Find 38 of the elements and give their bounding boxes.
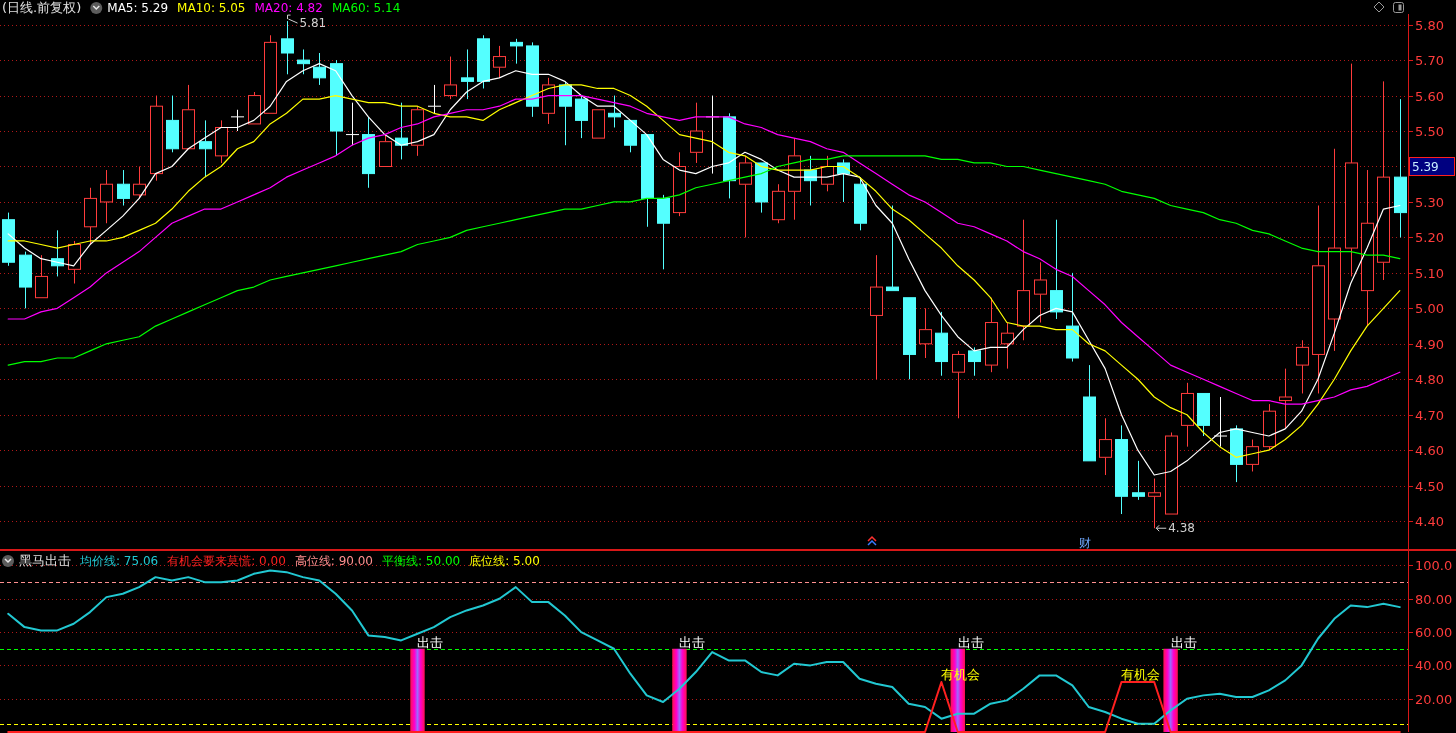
note: 5.81 xyxy=(299,16,327,31)
y-tick-label: 100.0 xyxy=(1415,558,1453,573)
data-label: 有机会 xyxy=(1121,667,1161,683)
legend-item: 有机会要来莫慌: 0.00 xyxy=(167,554,286,568)
data-label: 出击 xyxy=(957,634,984,650)
legend-item: 平衡线: 50.00 xyxy=(382,554,461,568)
y-tick-label: 60.00 xyxy=(1415,625,1453,640)
y-tick-label: 5.20 xyxy=(1415,230,1444,245)
legend-item: MA10: 5.05 xyxy=(177,1,246,15)
y-tick-label: 5.70 xyxy=(1415,53,1444,68)
y-tick-label: 4.40 xyxy=(1415,514,1444,529)
title: 黑马出击 xyxy=(19,553,71,568)
title: (日线.前复权) xyxy=(2,0,82,15)
legend-item: MA5: 5.29 xyxy=(107,1,169,15)
y-tick-label: 4.80 xyxy=(1415,372,1444,387)
data-label: 出击 xyxy=(1170,634,1197,650)
legend-item: 底位线: 5.00 xyxy=(469,554,540,568)
legend-item: 均价线: 75.06 xyxy=(80,554,159,568)
y-tick-label: 4.60 xyxy=(1415,443,1444,458)
legend-item: 高位线: 90.00 xyxy=(294,554,373,568)
y-tick-label: 5.50 xyxy=(1415,124,1444,139)
data-label: 出击 xyxy=(417,634,444,650)
y-tick-label: 40.00 xyxy=(1415,658,1453,673)
note: 财 xyxy=(1078,536,1091,550)
data-label: 出击 xyxy=(679,634,706,650)
y-tick-label: 4.90 xyxy=(1415,337,1444,352)
y-tick-label: 5.00 xyxy=(1415,301,1444,316)
y-tick-label: 80.00 xyxy=(1415,592,1453,607)
legend-item: MA20: 4.82 xyxy=(254,1,323,15)
y-tick-label: 4.50 xyxy=(1415,479,1444,494)
note: 4.38 xyxy=(1168,521,1195,536)
y-tick-label: 5.10 xyxy=(1415,266,1444,281)
y-tick-label: 5.60 xyxy=(1415,89,1444,104)
y-tick-label: 4.70 xyxy=(1415,408,1444,423)
legend-item: MA60: 5.14 xyxy=(331,1,401,15)
y-tick-label: 5.30 xyxy=(1415,195,1444,210)
y-tick-label: 5.80 xyxy=(1415,18,1444,33)
y-tick-label: 20.00 xyxy=(1415,692,1453,707)
